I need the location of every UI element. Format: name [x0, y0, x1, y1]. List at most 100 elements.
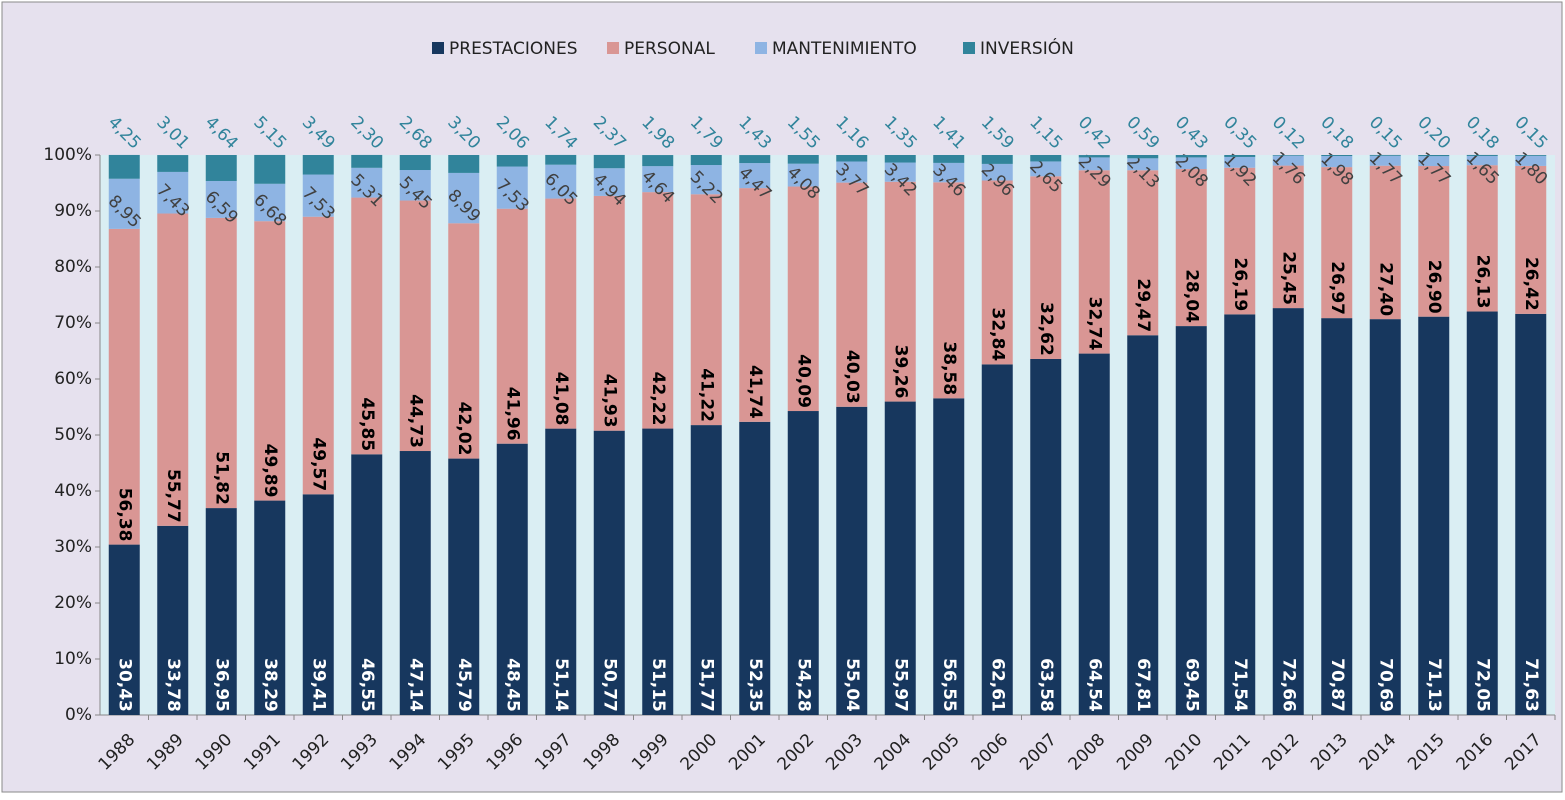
data-label: 48,45: [502, 658, 522, 712]
bar-segment: [739, 188, 771, 422]
bar-segment: [642, 166, 674, 193]
bar-segment: [302, 494, 334, 715]
bar-segment: [399, 200, 431, 452]
bar-segment: [1515, 155, 1547, 156]
bar-segment: [1321, 156, 1353, 168]
data-label: 42,22: [648, 372, 668, 426]
y-tick-label: 70%: [54, 313, 92, 333]
bar-segment: [787, 186, 819, 412]
y-tick-label: 30%: [54, 537, 92, 557]
bar-segment: [1078, 353, 1110, 715]
legend-swatch: [963, 42, 975, 54]
y-tick-label: 80%: [54, 257, 92, 277]
y-tick-label: 20%: [54, 593, 92, 613]
legend-label: MANTENIMIENTO: [772, 39, 917, 59]
bar-segment: [593, 154, 625, 169]
data-label: 69,45: [1181, 658, 1201, 712]
data-label: 64,54: [1084, 658, 1104, 712]
data-label: 54,28: [793, 658, 813, 712]
bar-segment: [1127, 155, 1159, 159]
data-label: 28,04: [1181, 269, 1201, 323]
data-label: 32,84: [987, 307, 1007, 361]
bar-segment: [351, 154, 383, 168]
bar-segment: [884, 162, 916, 182]
bar-segment: [884, 155, 916, 163]
bar-segment: [1175, 155, 1207, 158]
data-label: 33,78: [163, 658, 183, 712]
data-label: 51,14: [551, 658, 571, 712]
bar-segment: [205, 217, 237, 509]
bar-segment: [1175, 157, 1207, 170]
bar-segment: [1030, 155, 1062, 162]
data-label: 55,97: [890, 658, 910, 712]
bar-segment: [787, 411, 819, 715]
bar-segment: [1418, 166, 1450, 317]
data-label: 52,35: [745, 658, 765, 712]
bar-segment: [399, 451, 431, 715]
data-label: 44,73: [405, 394, 425, 448]
bar-segment: [157, 171, 189, 214]
bar-segment: [836, 161, 868, 183]
bar-segment: [1224, 155, 1256, 157]
bar-segment: [1078, 155, 1110, 158]
bar-segment: [1030, 176, 1062, 359]
bar-segment: [1369, 155, 1401, 166]
data-label: 29,47: [1133, 278, 1153, 332]
data-label: 51,77: [696, 658, 716, 712]
bar-segment: [1369, 165, 1401, 320]
bar-segment: [205, 155, 237, 181]
bar-segment: [884, 181, 916, 402]
bar-segment: [1127, 170, 1159, 336]
data-label: 55,77: [163, 469, 183, 523]
data-label: 32,74: [1084, 297, 1104, 351]
bar-segment: [1224, 314, 1256, 715]
bar-segment: [448, 223, 480, 459]
data-label: 27,40: [1375, 262, 1395, 316]
data-label: 63,58: [1036, 658, 1056, 712]
bar-segment: [739, 155, 771, 164]
data-label: 70,87: [1327, 658, 1347, 712]
bar-segment: [642, 192, 674, 429]
bar-segment: [108, 178, 140, 229]
y-tick-label: 50%: [54, 425, 92, 445]
bar-segment: [1078, 157, 1110, 171]
data-label: 26,97: [1327, 261, 1347, 315]
bar-segment: [593, 168, 625, 196]
data-label: 51,15: [648, 658, 668, 712]
data-label: 41,93: [599, 374, 619, 428]
bar-segment: [157, 155, 189, 172]
bar-segment: [690, 425, 722, 715]
bar-segment: [1030, 161, 1062, 177]
bar-segment: [933, 155, 965, 163]
data-label: 45,85: [357, 397, 377, 451]
bar-segment: [1224, 167, 1256, 315]
bar-segment: [254, 154, 286, 184]
data-label: 42,02: [454, 402, 474, 456]
bar-segment: [1224, 156, 1256, 168]
data-label: 41,74: [745, 365, 765, 419]
bar-segment: [108, 154, 140, 179]
bar-segment: [593, 195, 625, 431]
bar-segment: [1466, 155, 1498, 166]
bar-segment: [836, 182, 868, 407]
bar-segment: [1272, 165, 1304, 309]
bar-segment: [1515, 165, 1547, 314]
bar-segment: [1466, 154, 1498, 156]
legend-label: PERSONAL: [624, 39, 715, 59]
bar-segment: [1515, 155, 1547, 166]
bar-segment: [545, 154, 577, 165]
data-label: 40,03: [842, 350, 862, 404]
data-label: 50,77: [599, 658, 619, 712]
bar-segment: [399, 155, 431, 171]
data-label: 26,13: [1472, 255, 1492, 309]
data-label: 26,42: [1521, 257, 1541, 311]
data-label: 72,66: [1278, 658, 1298, 712]
bar-segment: [1369, 319, 1401, 715]
data-label: 49,57: [308, 437, 328, 491]
bar-segment: [1127, 158, 1159, 171]
y-tick-label: 100%: [43, 145, 92, 165]
bar-segment: [302, 216, 334, 495]
bar-segment: [448, 172, 480, 224]
bar-segment: [690, 155, 722, 166]
